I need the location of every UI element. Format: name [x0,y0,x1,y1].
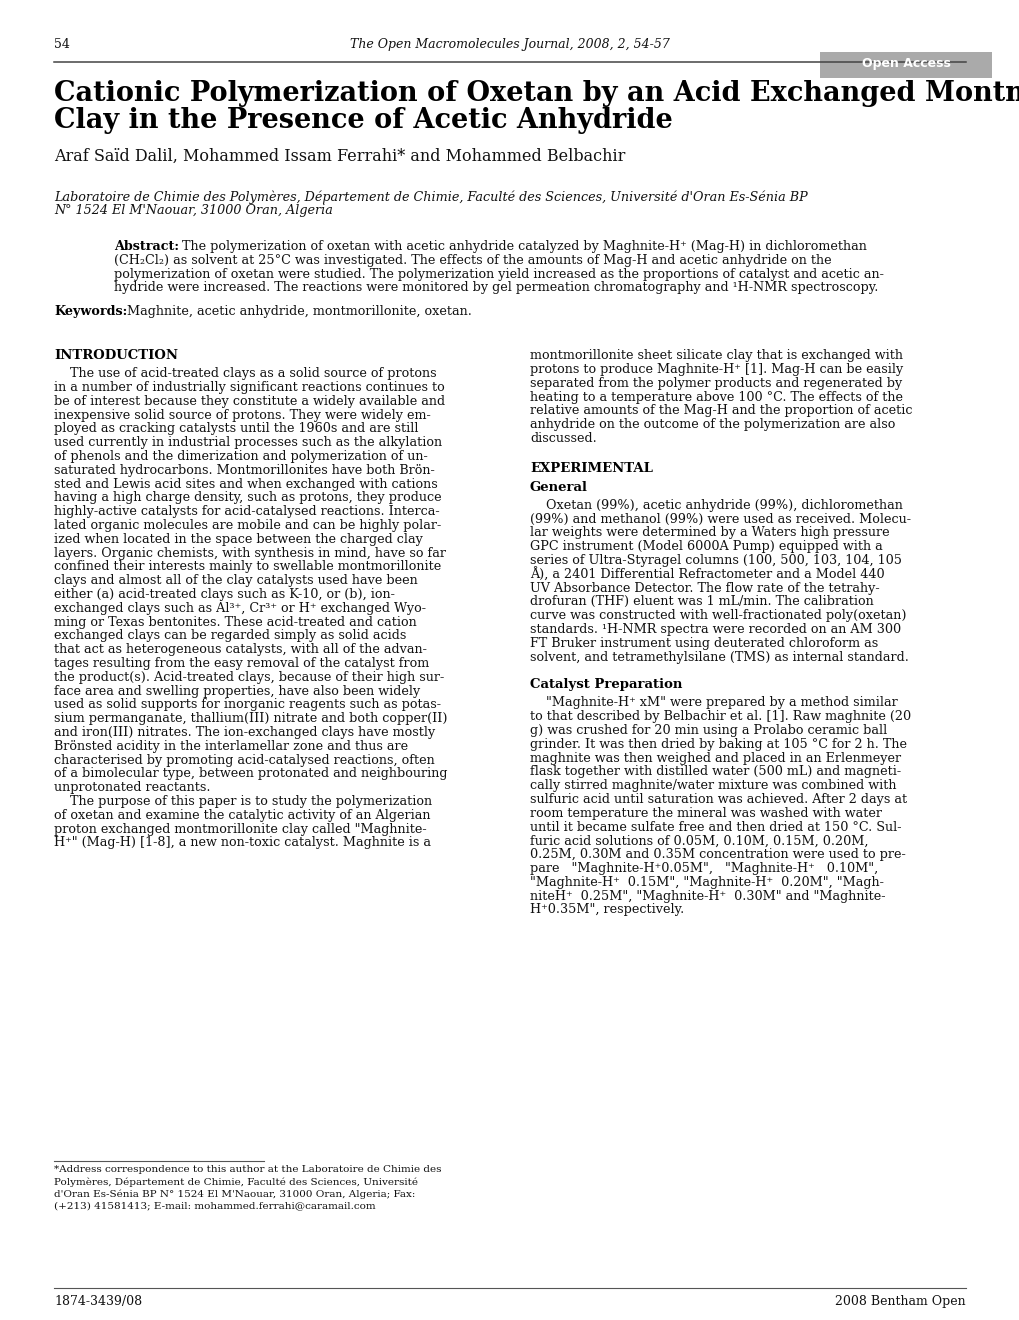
Text: saturated hydrocarbons. Montmorillonites have both Brön-: saturated hydrocarbons. Montmorillonites… [54,463,434,477]
Text: proton exchanged montmorillonite clay called "Maghnite-: proton exchanged montmorillonite clay ca… [54,822,426,836]
Text: sium permanganate, thallium(III) nitrate and both copper(II): sium permanganate, thallium(III) nitrate… [54,713,447,725]
Text: characterised by promoting acid-catalysed reactions, often: characterised by promoting acid-catalyse… [54,754,434,767]
Text: separated from the polymer products and regenerated by: separated from the polymer products and … [530,376,902,389]
Text: sulfuric acid until saturation was achieved. After 2 days at: sulfuric acid until saturation was achie… [530,793,906,807]
Text: 0.25M, 0.30M and 0.35M concentration were used to pre-: 0.25M, 0.30M and 0.35M concentration wer… [530,849,905,861]
Text: heating to a temperature above 100 °C. The effects of the: heating to a temperature above 100 °C. T… [530,391,902,404]
Text: exchanged clays can be regarded simply as solid acids: exchanged clays can be regarded simply a… [54,630,406,643]
Text: that act as heterogeneous catalysts, with all of the advan-: that act as heterogeneous catalysts, wit… [54,643,427,656]
Text: exchanged clays such as Al³⁺, Cr³⁺ or H⁺ exchanged Wyo-: exchanged clays such as Al³⁺, Cr³⁺ or H⁺… [54,602,426,615]
Text: highly-active catalysts for acid-catalysed reactions. Interca-: highly-active catalysts for acid-catalys… [54,506,439,519]
Text: N° 1524 El M'Naouar, 31000 Oran, Algeria: N° 1524 El M'Naouar, 31000 Oran, Algeria [54,205,332,216]
Text: INTRODUCTION: INTRODUCTION [54,350,178,362]
Text: solvent, and tetramethylsilane (TMS) as internal standard.: solvent, and tetramethylsilane (TMS) as … [530,651,908,664]
Text: protons to produce Maghnite-H⁺ [1]. Mag-H can be easily: protons to produce Maghnite-H⁺ [1]. Mag-… [530,363,903,376]
Text: H⁺" (Mag-H) [1-8], a new non-toxic catalyst. Maghnite is a: H⁺" (Mag-H) [1-8], a new non-toxic catal… [54,837,431,849]
Text: 2008 Bentham Open: 2008 Bentham Open [835,1295,965,1308]
Text: 54: 54 [54,38,70,51]
Text: Brönsted acidity in the interlamellar zone and thus are: Brönsted acidity in the interlamellar zo… [54,739,408,752]
Text: standards. ¹H-NMR spectra were recorded on an AM 300: standards. ¹H-NMR spectra were recorded … [530,623,900,636]
Text: sted and Lewis acid sites and when exchanged with cations: sted and Lewis acid sites and when excha… [54,478,437,491]
Text: (99%) and methanol (99%) were used as received. Molecu-: (99%) and methanol (99%) were used as re… [530,512,910,525]
Text: Polymères, Département de Chimie, Faculté des Sciences, Université: Polymères, Département de Chimie, Facult… [54,1177,418,1187]
Text: anhydride on the outcome of the polymerization are also: anhydride on the outcome of the polymeri… [530,418,895,432]
Text: and iron(III) nitrates. The ion-exchanged clays have mostly: and iron(III) nitrates. The ion-exchange… [54,726,435,739]
Text: (CH₂Cl₂) as solvent at 25°C was investigated. The effects of the amounts of Mag-: (CH₂Cl₂) as solvent at 25°C was investig… [114,253,830,267]
Text: either (a) acid-treated clays such as K-10, or (b), ion-: either (a) acid-treated clays such as K-… [54,587,394,601]
Text: clays and almost all of the clay catalysts used have been: clays and almost all of the clay catalys… [54,574,418,587]
Text: niteH⁺  0.25M", "Maghnite-H⁺  0.30M" and "Maghnite-: niteH⁺ 0.25M", "Maghnite-H⁺ 0.30M" and "… [530,890,884,903]
Text: *Address correspondence to this author at the Laboratoire de Chimie des: *Address correspondence to this author a… [54,1166,441,1173]
Text: hydride were increased. The reactions were monitored by gel permeation chromatog: hydride were increased. The reactions we… [114,281,877,294]
Text: The purpose of this paper is to study the polymerization: The purpose of this paper is to study th… [54,795,432,808]
Text: The Open Macromolecules Journal, 2008, 2, 54-57: The Open Macromolecules Journal, 2008, 2… [350,38,669,51]
Text: having a high charge density, such as protons, they produce: having a high charge density, such as pr… [54,491,441,504]
Text: The use of acid-treated clays as a solid source of protons: The use of acid-treated clays as a solid… [54,367,436,380]
Text: face area and swelling properties, have also been widely: face area and swelling properties, have … [54,685,420,697]
Text: "Maghnite-H⁺  0.15M", "Maghnite-H⁺  0.20M", "Magh-: "Maghnite-H⁺ 0.15M", "Maghnite-H⁺ 0.20M"… [530,875,883,888]
Text: of oxetan and examine the catalytic activity of an Algerian: of oxetan and examine the catalytic acti… [54,809,430,822]
Text: until it became sulfate free and then dried at 150 °C. Sul-: until it became sulfate free and then dr… [530,821,901,834]
Text: unprotonated reactants.: unprotonated reactants. [54,781,210,795]
Text: d'Oran Es-Sénia BP N° 1524 El M'Naouar, 31000 Oran, Algeria; Fax:: d'Oran Es-Sénia BP N° 1524 El M'Naouar, … [54,1189,415,1199]
Text: g) was crushed for 20 min using a Prolabo ceramic ball: g) was crushed for 20 min using a Prolab… [530,723,887,737]
Text: used currently in industrial processes such as the alkylation: used currently in industrial processes s… [54,436,441,449]
Text: furic acid solutions of 0.05M, 0.10M, 0.15M, 0.20M,: furic acid solutions of 0.05M, 0.10M, 0.… [530,834,867,847]
Text: confined their interests mainly to swellable montmorillonite: confined their interests mainly to swell… [54,561,441,573]
Text: grinder. It was then dried by baking at 105 °C for 2 h. The: grinder. It was then dried by baking at … [530,738,906,751]
Text: of phenols and the dimerization and polymerization of un-: of phenols and the dimerization and poly… [54,450,427,463]
Text: relative amounts of the Mag-H and the proportion of acetic: relative amounts of the Mag-H and the pr… [530,404,912,417]
Text: flask together with distilled water (500 mL) and magneti-: flask together with distilled water (500… [530,766,900,779]
Text: in a number of industrially significant reactions continues to: in a number of industrially significant … [54,381,444,393]
Text: ized when located in the space between the charged clay: ized when located in the space between t… [54,533,423,545]
Text: inexpensive solid source of protons. They were widely em-: inexpensive solid source of protons. The… [54,409,430,421]
Text: ployed as cracking catalysts until the 1960s and are still: ployed as cracking catalysts until the 1… [54,422,418,436]
Text: GPC instrument (Model 6000A Pump) equipped with a: GPC instrument (Model 6000A Pump) equipp… [530,540,881,553]
Text: Cationic Polymerization of Oxetan by an Acid Exchanged Montmorillonite: Cationic Polymerization of Oxetan by an … [54,81,1019,107]
Text: (+213) 41581413; E-mail: mohammed.ferrahi@caramail.com: (+213) 41581413; E-mail: mohammed.ferrah… [54,1201,375,1210]
Text: ming or Texas bentonites. These acid-treated and cation: ming or Texas bentonites. These acid-tre… [54,615,417,628]
Text: Clay in the Presence of Acetic Anhydride: Clay in the Presence of Acetic Anhydride [54,107,673,135]
Text: tages resulting from the easy removal of the catalyst from: tages resulting from the easy removal of… [54,657,429,671]
Text: Catalyst Preparation: Catalyst Preparation [530,678,682,692]
Text: "Maghnite-H⁺ xM" were prepared by a method similar: "Maghnite-H⁺ xM" were prepared by a meth… [530,697,897,709]
Text: Keywords:: Keywords: [54,305,127,318]
Text: lar weights were determined by a Waters high pressure: lar weights were determined by a Waters … [530,527,889,540]
Text: layers. Organic chemists, with synthesis in mind, have so far: layers. Organic chemists, with synthesis… [54,546,445,560]
Text: cally stirred maghnite/water mixture was combined with: cally stirred maghnite/water mixture was… [530,779,896,792]
Text: used as solid supports for inorganic reagents such as potas-: used as solid supports for inorganic rea… [54,698,440,711]
Text: curve was constructed with well-fractionated poly(oxetan): curve was constructed with well-fraction… [530,610,906,622]
Text: The polymerization of oxetan with acetic anhydride catalyzed by Maghnite-H⁺ (Mag: The polymerization of oxetan with acetic… [181,240,866,253]
Text: montmorillonite sheet silicate clay that is exchanged with: montmorillonite sheet silicate clay that… [530,350,902,362]
Text: of a bimolecular type, between protonated and neighbouring: of a bimolecular type, between protonate… [54,767,447,780]
Text: FT Bruker instrument using deuterated chloroform as: FT Bruker instrument using deuterated ch… [530,636,877,649]
Text: discussed.: discussed. [530,432,596,445]
Bar [819,51,991,78]
Text: 1874-3439/08: 1874-3439/08 [54,1295,142,1308]
Text: EXPERIMENTAL: EXPERIMENTAL [530,462,652,475]
Text: to that described by Belbachir et al. [1]. Raw maghnite (20: to that described by Belbachir et al. [1… [530,710,910,723]
Text: H⁺0.35M", respectively.: H⁺0.35M", respectively. [530,903,684,916]
Text: polymerization of oxetan were studied. The polymerization yield increased as the: polymerization of oxetan were studied. T… [114,268,883,281]
Text: the product(s). Acid-treated clays, because of their high sur-: the product(s). Acid-treated clays, beca… [54,671,444,684]
Text: lated organic molecules are mobile and can be highly polar-: lated organic molecules are mobile and c… [54,519,441,532]
Text: Abstract:: Abstract: [114,240,178,253]
Text: maghnite was then weighed and placed in an Erlenmeyer: maghnite was then weighed and placed in … [530,751,900,764]
Text: Å), a 2401 Differential Refractometer and a Model 440: Å), a 2401 Differential Refractometer an… [530,568,883,582]
Text: Araf Saïd Dalil, Mohammed Issam Ferrahi* and Mohammed Belbachir: Araf Saïd Dalil, Mohammed Issam Ferrahi*… [54,148,625,165]
Text: drofuran (THF) eluent was 1 mL/min. The calibration: drofuran (THF) eluent was 1 mL/min. The … [530,595,873,609]
Text: Open Access: Open Access [861,58,950,70]
Text: pare   "Maghnite-H⁺0.05M",   "Maghnite-H⁺   0.10M",: pare "Maghnite-H⁺0.05M", "Maghnite-H⁺ 0.… [530,862,877,875]
Text: Oxetan (99%), acetic anhydride (99%), dichloromethan: Oxetan (99%), acetic anhydride (99%), di… [530,499,902,512]
Text: be of interest because they constitute a widely available and: be of interest because they constitute a… [54,395,444,408]
Text: General: General [530,480,587,494]
Text: UV Absorbance Detector. The flow rate of the tetrahy-: UV Absorbance Detector. The flow rate of… [530,582,878,594]
Text: Laboratoire de Chimie des Polymères, Département de Chimie, Faculté des Sciences: Laboratoire de Chimie des Polymères, Dép… [54,190,807,203]
Text: series of Ultra-Styragel columns (100, 500, 103, 104, 105: series of Ultra-Styragel columns (100, 5… [530,554,901,568]
Text: Maghnite, acetic anhydride, montmorillonite, oxetan.: Maghnite, acetic anhydride, montmorillon… [127,305,472,318]
Text: room temperature the mineral was washed with water: room temperature the mineral was washed … [530,807,881,820]
